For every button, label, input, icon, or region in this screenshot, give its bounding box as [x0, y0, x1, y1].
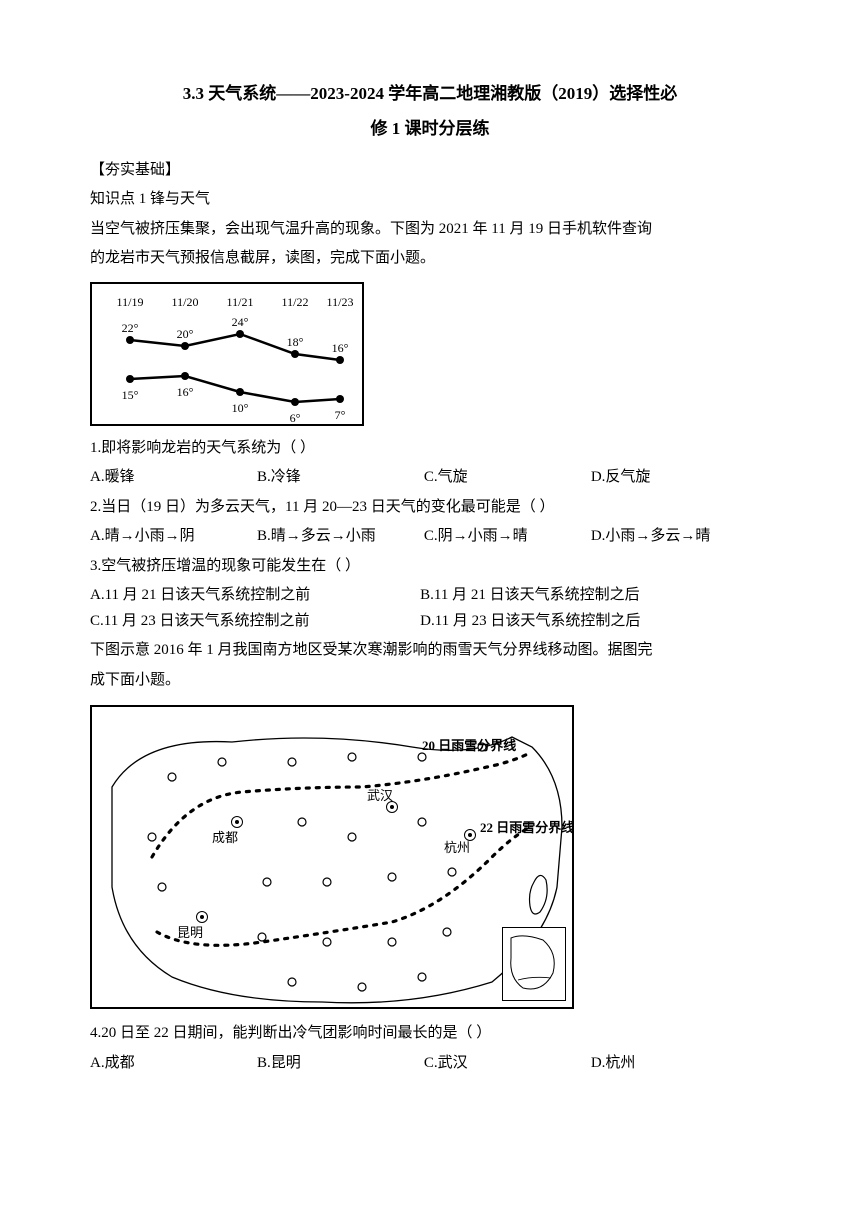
q3-opt-b: B.11 月 21 日该天气系统控制之后 — [420, 583, 746, 609]
city-label-hangzhou: 杭州 — [444, 837, 470, 859]
chart-low-dot — [181, 372, 189, 380]
question-4: 4.20 日至 22 日期间，能判断出冷气团影响时间最长的是（ ） — [90, 1021, 770, 1047]
chart-high-dot — [236, 330, 244, 338]
q3-opt-d: D.11 月 23 日该天气系统控制之后 — [420, 609, 746, 635]
label-22-line: 22 日雨雪分界线 — [480, 817, 574, 839]
chart-low-dot — [291, 398, 299, 406]
inset-map — [502, 927, 566, 1001]
q2-opt-d: D.小雨→多云→晴 — [591, 524, 754, 550]
intro-1a: 当空气被挤压集聚，会出现气温升高的现象。下图为 2021 年 11 月 19 日… — [90, 217, 770, 243]
q1-opt-d: D.反气旋 — [591, 465, 754, 491]
temperature-chart: 11/1922°15°11/2020°16°11/2124°10°11/2218… — [90, 282, 364, 426]
q3-opt-a: A.11 月 21 日该天气系统控制之前 — [90, 583, 416, 609]
section-heading: 【夯实基础】 — [90, 158, 770, 184]
question-4-options: A.成都 B.昆明 C.武汉 D.杭州 — [90, 1051, 770, 1077]
intro-2b: 成下面小题。 — [90, 668, 770, 694]
city-label-chengdu: 成都 — [212, 827, 238, 849]
question-3: 3.空气被挤压增温的现象可能发生在（ ） — [90, 554, 770, 580]
question-2: 2.当日（19 日）为多云天气，11 月 20—23 日天气的变化最可能是（ ） — [90, 495, 770, 521]
chart-low-dot — [126, 375, 134, 383]
chart-high-dot — [181, 342, 189, 350]
q2-opt-b: B.晴→多云→小雨 — [257, 524, 420, 550]
q4-opt-a: A.成都 — [90, 1051, 253, 1077]
intro-2a: 下图示意 2016 年 1 月我国南方地区受某次寒潮影响的雨雪天气分界线移动图。… — [90, 638, 770, 664]
q4-opt-b: B.昆明 — [257, 1051, 420, 1077]
question-1-options: A.暖锋 B.冷锋 C.气旋 D.反气旋 — [90, 465, 770, 491]
chart-date: 11/20 — [172, 292, 199, 312]
chart-low-label: 16° — [177, 382, 194, 402]
chart-date: 11/21 — [227, 292, 254, 312]
chart-low-dot — [236, 388, 244, 396]
chart-high-dot — [336, 356, 344, 364]
q1-opt-a: A.暖锋 — [90, 465, 253, 491]
knowledge-point-1: 知识点 1 锋与天气 — [90, 187, 770, 213]
city-label-wuhan: 武汉 — [367, 785, 393, 807]
chart-low-dot — [336, 395, 344, 403]
title-line-1: 3.3 天气系统——2023-2024 学年高二地理湘教版（2019）选择性必 — [90, 80, 770, 109]
chart-low-label: 7° — [335, 405, 346, 425]
chart-high-dot — [126, 336, 134, 344]
q2-opt-a: A.晴→小雨→阴 — [90, 524, 253, 550]
question-1: 1.即将影响龙岩的天气系统为（ ） — [90, 436, 770, 462]
label-20-line: 20 日雨雪分界线 — [422, 735, 516, 757]
chart-low-label: 6° — [290, 408, 301, 428]
chart-high-dot — [291, 350, 299, 358]
chart-low-label: 10° — [232, 398, 249, 418]
chart-date: 11/19 — [117, 292, 144, 312]
chart-date: 11/23 — [327, 292, 354, 312]
q1-opt-c: C.气旋 — [424, 465, 587, 491]
map-figure: 成都 武汉 杭州 昆明 20 日雨雪分界线 22 日雨雪分界线 — [90, 705, 574, 1009]
question-2-options: A.晴→小雨→阴 B.晴→多云→小雨 C.阴→小雨→晴 D.小雨→多云→晴 — [90, 524, 770, 550]
page: 3.3 天气系统——2023-2024 学年高二地理湘教版（2019）选择性必 … — [0, 0, 860, 1120]
q2-opt-c: C.阴→小雨→晴 — [424, 524, 587, 550]
chart-low-label: 15° — [122, 385, 139, 405]
question-3-options: A.11 月 21 日该天气系统控制之前 B.11 月 21 日该天气系统控制之… — [90, 583, 770, 634]
intro-1b: 的龙岩市天气预报信息截屏，读图，完成下面小题。 — [90, 246, 770, 272]
q4-opt-d: D.杭州 — [591, 1051, 754, 1077]
q3-opt-c: C.11 月 23 日该天气系统控制之前 — [90, 609, 416, 635]
chart-date: 11/22 — [282, 292, 309, 312]
title-line-2: 修 1 课时分层练 — [90, 115, 770, 144]
city-label-kunming: 昆明 — [177, 922, 203, 944]
q4-opt-c: C.武汉 — [424, 1051, 587, 1077]
q1-opt-b: B.冷锋 — [257, 465, 420, 491]
